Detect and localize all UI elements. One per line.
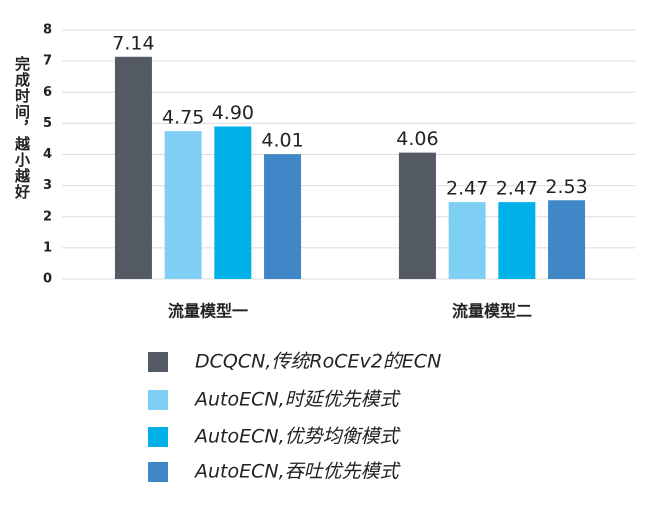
y-axis-title: 完成时间，越小越好: [13, 56, 31, 200]
value-label: 4.01: [261, 130, 303, 152]
value-label: 7.14: [112, 32, 154, 54]
bar: [164, 131, 202, 279]
bar: [398, 152, 436, 279]
bar: [214, 126, 252, 279]
bar: [264, 154, 302, 279]
value-label: 2.53: [545, 176, 587, 198]
y-tick-label: 5: [43, 116, 52, 131]
legend-label: AutoECN,优势均衡模式: [193, 426, 402, 448]
x-tick-label: 流量模型二: [452, 302, 532, 321]
y-tick-label: 0: [43, 272, 52, 287]
y-tick-label: 1: [43, 240, 52, 255]
y-tick-label: 2: [43, 209, 52, 224]
value-label: 4.90: [212, 102, 254, 124]
legend-swatch: [148, 390, 168, 410]
value-label: 4.75: [162, 107, 204, 129]
y-tick-label: 8: [43, 23, 52, 38]
y-tick-label: 7: [43, 54, 52, 69]
legend-label: AutoECN,吞吐优先模式: [193, 461, 402, 483]
bar: [114, 56, 152, 279]
value-label: 2.47: [446, 178, 488, 200]
value-label: 2.47: [496, 178, 538, 200]
x-tick-label: 流量模型一: [168, 302, 248, 321]
legend-swatch: [148, 427, 168, 447]
legend-swatch: [148, 352, 168, 372]
legend-swatch: [148, 462, 168, 482]
bar: [548, 200, 586, 279]
bar: [498, 202, 536, 279]
y-tick-label: 4: [43, 147, 52, 162]
y-tick-label: 6: [43, 85, 52, 100]
legend-label: AutoECN,时延优先模式: [193, 389, 402, 411]
value-label: 4.06: [396, 128, 438, 150]
y-tick-label: 3: [43, 178, 52, 193]
legend-label: DCQCN,传统RoCEv2的ECN: [195, 351, 441, 373]
bar: [448, 202, 486, 279]
